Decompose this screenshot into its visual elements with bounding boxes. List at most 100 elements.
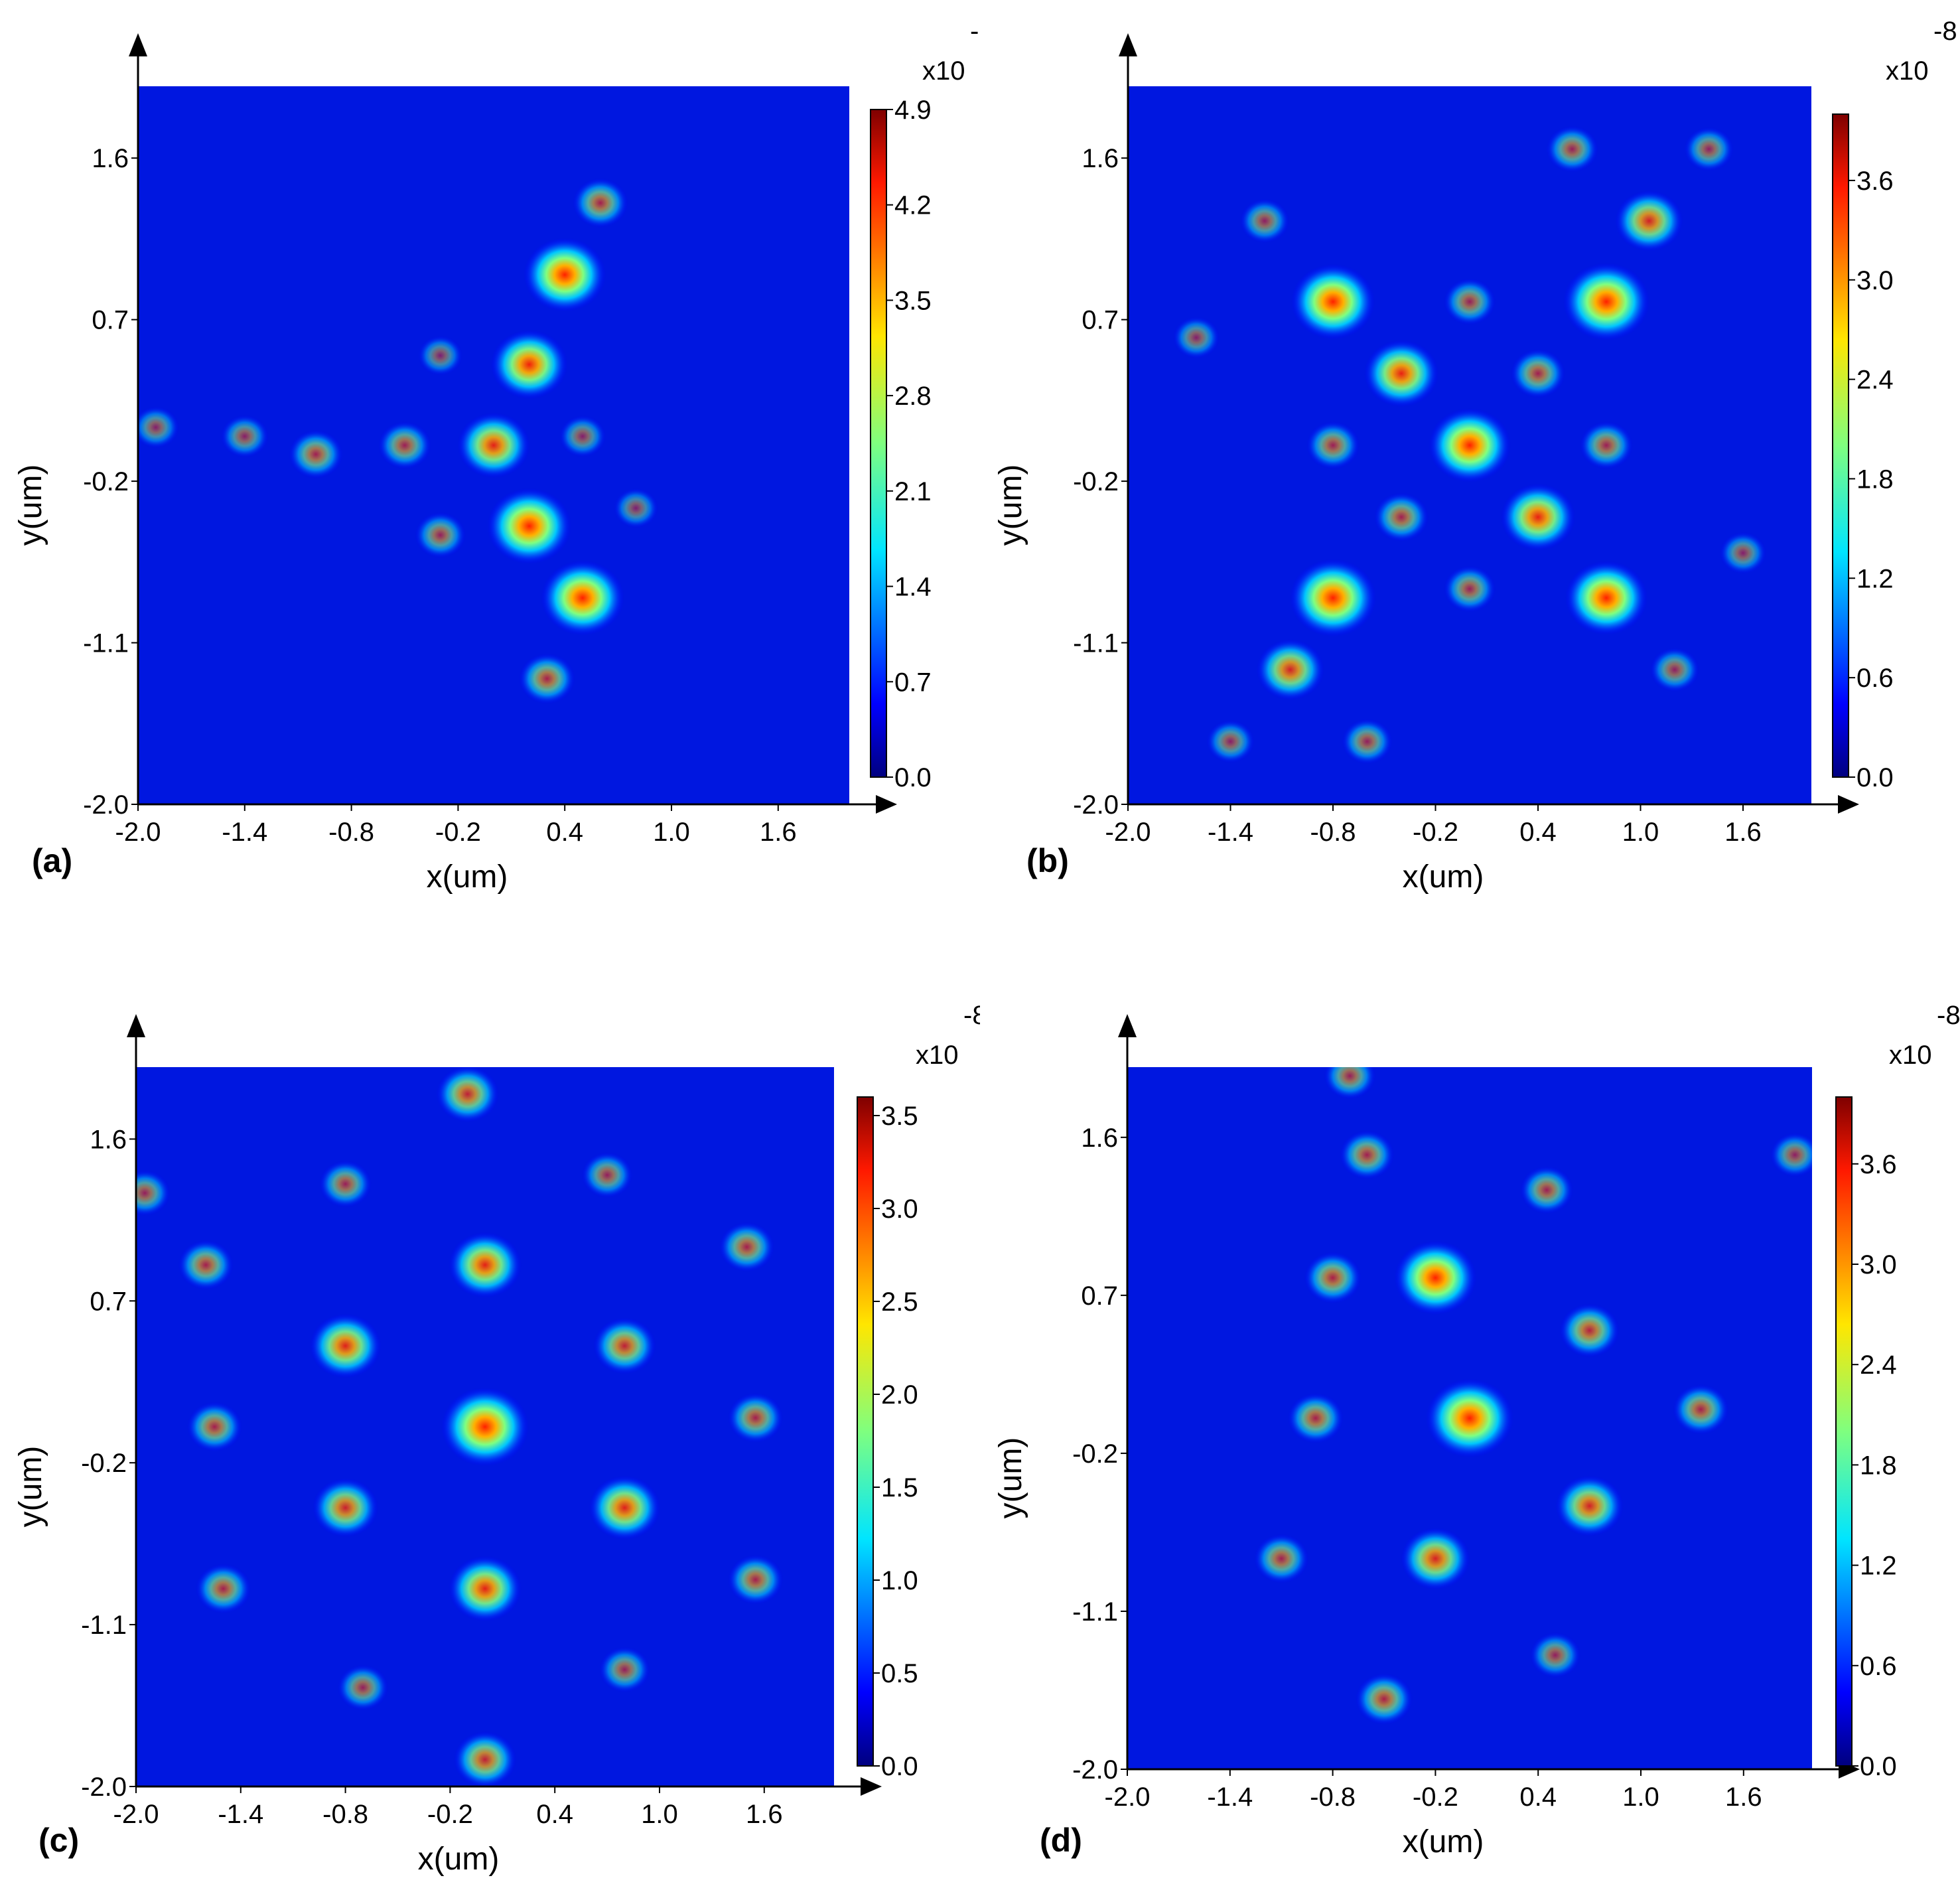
colorbar-multiplier: x10 (1889, 1041, 1932, 1070)
panel-c: -2.0 -1.4 -0.8 -0.2 0.4 1.0 1.6 1.6 0.7 -0.2 -1.1 -… (0, 948, 980, 1895)
colorbar-tick-label: 0.0 (1860, 1752, 1897, 1781)
intensity-peak (418, 335, 462, 376)
intensity-peak (436, 1067, 499, 1123)
intensity-peak (559, 415, 606, 457)
panel-label: (d) (1040, 1822, 1082, 1859)
x-tick-label: -0.8 (1310, 818, 1356, 847)
intensity-peak (589, 1475, 661, 1540)
y-tick-label: 1.6 (90, 1125, 127, 1154)
intensity-peak (1394, 1240, 1477, 1315)
x-tick-label: -1.4 (1207, 1783, 1253, 1812)
y-tick-label: -0.2 (1073, 467, 1119, 496)
x-tick-label: -1.4 (218, 1800, 263, 1829)
intensity-peak (1374, 492, 1429, 542)
intensity-peak (1256, 639, 1324, 701)
intensity-peak (1511, 348, 1565, 398)
intensity-peak (1580, 421, 1633, 469)
intensity-peak (441, 1387, 529, 1467)
peaks-group (1254, 1067, 1812, 1725)
intensity-peak (1429, 408, 1511, 482)
panel-label: (a) (32, 842, 73, 879)
intensity-peak (457, 412, 530, 478)
intensity-peak (573, 178, 628, 228)
intensity-peak (1287, 1393, 1344, 1443)
intensity-peak (1444, 565, 1496, 613)
x-tick-label: 1.6 (746, 1800, 783, 1829)
panel-label: (b) (1026, 842, 1069, 879)
intensity-peak (449, 1556, 522, 1622)
colorbar-tick-label: 3.5 (894, 286, 932, 315)
y-tick-label: 1.6 (1082, 144, 1119, 173)
colorbar-tick-label: 1.4 (894, 573, 932, 602)
colorbar-multiplier: x10 (1886, 56, 1929, 86)
colorbar-tick-label: 2.4 (1860, 1350, 1897, 1380)
intensity-peak (1673, 1384, 1729, 1435)
intensity-peak (1304, 1252, 1362, 1304)
intensity-peak (1501, 483, 1575, 551)
intensity-peak (319, 1160, 372, 1208)
colorbar-tick-label: 1.0 (881, 1566, 918, 1595)
colorbar-tick-label: 1.2 (1856, 564, 1894, 593)
intensity-peak (1615, 190, 1683, 252)
x-tick-label: -0.8 (328, 818, 374, 847)
panel-d: -2.0 -1.4 -0.8 -0.2 0.4 1.0 1.6 1.6 0.7 -0.2 -1.1 -… (980, 948, 1960, 1895)
y-tick-label: -1.1 (1073, 629, 1119, 658)
colorbar (857, 1096, 874, 1767)
x-tick-label: -2.0 (115, 818, 161, 847)
intensity-peak (1401, 1527, 1470, 1590)
colorbar (1832, 113, 1849, 778)
y-axis-arrow (127, 1014, 145, 1037)
x-axis-title: x(um) (1403, 1824, 1484, 1860)
y-tick-label: 0.7 (1082, 306, 1119, 335)
intensity-peak (313, 1478, 378, 1538)
colorbar-tick-label: 1.8 (1856, 465, 1894, 494)
x-axis-arrow (861, 1777, 882, 1796)
x-tick-label: -0.2 (1413, 1783, 1458, 1812)
intensity-peak (309, 1313, 382, 1378)
y-tick-label: 1.6 (1081, 1124, 1118, 1153)
y-axis-title: y(um) (993, 1437, 1028, 1519)
intensity-peak (453, 1731, 517, 1787)
x-tick-label: -1.4 (1208, 818, 1253, 847)
intensity-peak (524, 238, 606, 312)
intensity-peak (1546, 125, 1598, 173)
peaks-group (136, 1067, 784, 1787)
colorbar-tick-label: 3.5 (881, 1102, 918, 1131)
colorbar-tick-label: 3.0 (1860, 1250, 1897, 1279)
colorbar-tick-label: 4.9 (894, 96, 932, 125)
heatmap-svg: -2.0 -1.4 -0.8 -0.2 0.4 1.0 1.6 1.6 0.7 -0.2 -1.1 -… (993, 1001, 1960, 1860)
intensity-peak (1650, 647, 1699, 692)
y-tick-label: -2.0 (1073, 790, 1119, 820)
colorbar-tick-label: 0.0 (881, 1752, 918, 1781)
colorbar-tick-label: 2.0 (881, 1380, 918, 1410)
y-tick-label: -1.1 (1072, 1597, 1118, 1627)
heatmap-svg: -2.0 -1.4 -0.8 -0.2 0.4 1.0 1.6 1.6 0.7 -0.2 -1.1 -… (13, 17, 980, 895)
intensity-peak (221, 415, 269, 458)
intensity-peak (1306, 421, 1360, 469)
x-tick-label: 1.6 (1724, 818, 1762, 847)
colorbar-tick-label: 1.8 (1860, 1451, 1897, 1480)
intensity-peak (487, 488, 572, 564)
colorbar-tick-label: 1.2 (1860, 1552, 1897, 1581)
intensity-peak (719, 1222, 775, 1272)
colorbar (870, 109, 887, 778)
peaks-group (1173, 125, 1766, 765)
intensity-peak (1364, 340, 1438, 407)
intensity-peak (581, 1152, 633, 1198)
intensity-peak (1206, 719, 1255, 763)
intensity-peak (1559, 1303, 1620, 1358)
intensity-peak (195, 1564, 251, 1614)
intensity-peak (519, 653, 575, 704)
colorbar-tick-label: 3.6 (1860, 1150, 1897, 1179)
y-axis-arrow (129, 33, 147, 56)
intensity-peak (1426, 1378, 1513, 1458)
intensity-peak (1173, 317, 1220, 359)
colorbar-tick-label: 0.0 (894, 763, 932, 792)
y-tick-label: -2.0 (1072, 1755, 1118, 1785)
x-tick-label: 1.6 (760, 818, 797, 847)
intensity-peak (599, 1646, 650, 1693)
intensity-peak (728, 1393, 784, 1443)
intensity-peak (1770, 1132, 1812, 1177)
intensity-peak (1720, 532, 1766, 574)
colorbar-tick-label: 3.0 (881, 1195, 918, 1224)
